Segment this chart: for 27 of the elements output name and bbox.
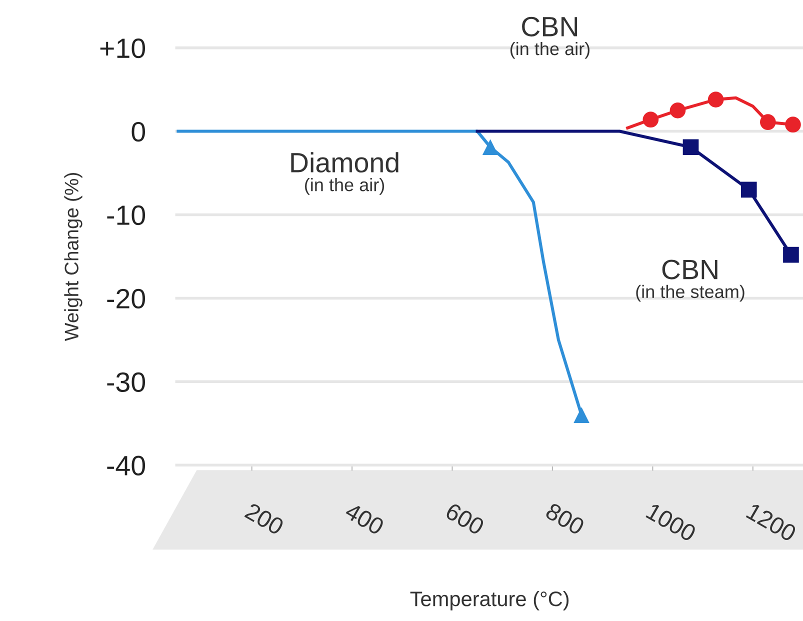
x-tick-label: 1200: [746, 502, 798, 542]
point: [670, 102, 686, 118]
point: [708, 92, 724, 108]
point: [682, 139, 699, 156]
x-axis-title: Temperature (°C): [410, 591, 569, 610]
annotation: CBN (in the air): [510, 16, 590, 59]
y-axis-title: Weight Change (%): [64, 173, 82, 342]
point: [740, 182, 757, 198]
point: [574, 407, 590, 423]
x-tick-label: 200: [244, 502, 285, 536]
y-tick-label: -30: [107, 372, 146, 392]
x-tick-label: 400: [344, 502, 386, 536]
y-tick-label: 0: [132, 122, 146, 142]
point: [760, 114, 776, 130]
y-tick-label: -40: [107, 456, 146, 476]
point: [482, 139, 498, 156]
y-tick-label: -20: [107, 288, 146, 309]
y-tick-label: -10: [107, 205, 146, 226]
x-tick-label: 600: [444, 502, 486, 536]
point: [785, 116, 801, 133]
annotation: Diamond (in the air): [291, 152, 398, 195]
y-tick-label: +10: [100, 38, 146, 58]
x-tick-label: 1000: [646, 502, 698, 542]
annotation: CBN (in the steam): [636, 260, 744, 302]
point: [783, 246, 799, 263]
point: [642, 112, 659, 128]
x-tick-label: 800: [544, 502, 586, 536]
